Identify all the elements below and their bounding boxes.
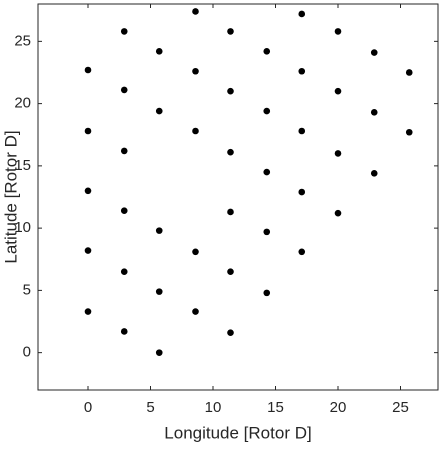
y-tick-label: 15 xyxy=(14,157,31,174)
point xyxy=(227,208,234,216)
point xyxy=(155,227,163,234)
x-tick-label: 5 xyxy=(146,399,154,416)
point xyxy=(120,147,128,155)
point xyxy=(192,8,199,15)
y-tick-label: 0 xyxy=(23,344,31,361)
point xyxy=(227,87,234,95)
point xyxy=(192,248,199,256)
point xyxy=(120,268,128,276)
point xyxy=(192,308,199,315)
y-tick-label: 5 xyxy=(23,281,31,298)
point xyxy=(370,109,378,116)
point xyxy=(227,268,234,276)
point xyxy=(84,247,92,254)
point xyxy=(84,308,92,315)
point xyxy=(334,87,342,95)
y-tick-label: 20 xyxy=(14,95,31,112)
point xyxy=(263,107,271,115)
point xyxy=(192,127,199,135)
point xyxy=(155,349,163,356)
x-tick-label: 15 xyxy=(267,399,284,416)
y-tick-label: 25 xyxy=(14,32,31,49)
point xyxy=(155,107,163,115)
point xyxy=(227,28,234,35)
point xyxy=(84,187,92,195)
x-tick-label: 25 xyxy=(392,399,409,416)
point xyxy=(263,168,271,176)
point xyxy=(120,207,128,214)
y-tick-label: 10 xyxy=(14,219,31,236)
point xyxy=(120,86,128,94)
point xyxy=(155,48,163,55)
x-axis-label: Longitude [Rotor D] xyxy=(164,423,311,442)
point xyxy=(298,10,306,18)
point xyxy=(370,170,378,177)
point xyxy=(192,67,199,75)
point xyxy=(298,127,306,135)
plot-area xyxy=(37,3,439,391)
point xyxy=(334,209,342,217)
x-tick-label: 10 xyxy=(205,399,222,416)
point xyxy=(84,66,92,74)
point xyxy=(227,148,234,156)
x-tick-label: 0 xyxy=(84,399,92,416)
point xyxy=(263,228,271,236)
y-axis-label: Latitude [Rotor D] xyxy=(1,130,20,263)
point xyxy=(405,69,413,76)
point xyxy=(298,67,306,75)
point xyxy=(155,288,163,295)
point xyxy=(298,188,306,196)
point xyxy=(405,128,413,136)
point xyxy=(120,28,128,35)
point xyxy=(298,248,306,256)
point xyxy=(263,289,271,297)
point xyxy=(227,329,234,337)
point xyxy=(334,28,342,35)
point xyxy=(334,150,342,157)
point xyxy=(120,328,128,335)
point xyxy=(263,48,271,55)
point xyxy=(370,49,378,56)
x-tick-label: 20 xyxy=(330,399,347,416)
point xyxy=(84,127,92,135)
